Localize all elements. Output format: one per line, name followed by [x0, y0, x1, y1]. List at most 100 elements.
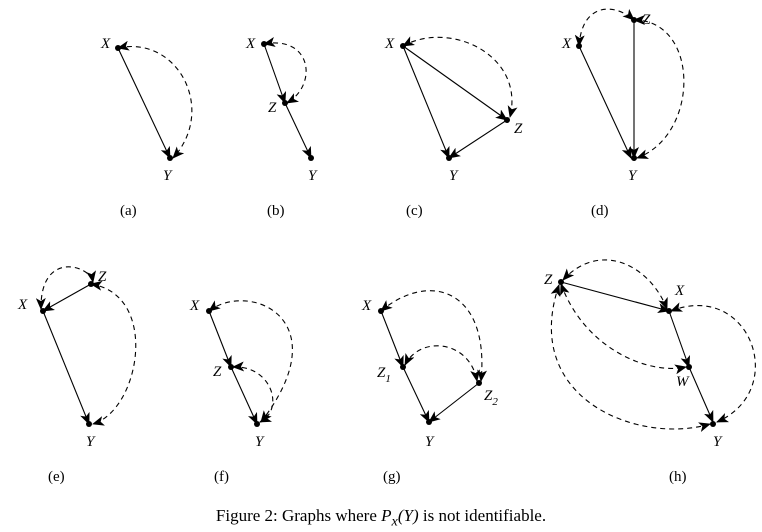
node-y — [167, 155, 173, 161]
panel-e: X Z Y (e) — [17, 266, 137, 485]
panel-label: (b) — [267, 203, 285, 219]
node-label-x: X — [384, 36, 395, 52]
bidirected-z-y — [90, 280, 137, 426]
edge-z-x — [560, 281, 670, 313]
bidirected-x-y — [208, 300, 293, 423]
bidirected-z-y — [550, 284, 711, 432]
edge-x-y — [578, 45, 632, 159]
node-label-z2-subscript: 2 — [492, 396, 498, 408]
node-label-z2: Z2 — [484, 388, 498, 408]
bidirected-x-z — [574, 8, 635, 47]
bidirected-z-y — [633, 15, 685, 159]
panel-d: X Z Y (d) — [561, 8, 685, 219]
node-label-z1-letter: Z — [377, 365, 386, 381]
node-label-y: Y — [449, 168, 459, 184]
node-label-x: X — [17, 297, 28, 313]
panel-label: (d) — [591, 203, 609, 219]
edge-x-z — [263, 43, 287, 104]
caption-math-arg: (Y) — [397, 506, 419, 525]
edge-x-w — [668, 310, 691, 368]
node-x — [261, 41, 267, 47]
node-label-z: Z — [98, 269, 107, 285]
node-z — [631, 17, 637, 23]
node-label-z: Z — [642, 12, 651, 28]
bidirected-z-x — [562, 259, 668, 310]
edge-x-y — [117, 47, 171, 159]
node-label-z1-subscript: 1 — [385, 373, 391, 385]
panel-label: (e) — [48, 469, 65, 485]
figure-caption: Figure 2: Graphs where Px(Y) is not iden… — [0, 506, 762, 530]
edge-z-y — [230, 366, 258, 425]
caption-math-p: P — [381, 506, 392, 525]
caption-math: Px(Y) — [381, 506, 419, 529]
panel-label: (h) — [669, 469, 687, 485]
node-y — [86, 421, 92, 427]
panel-label: (g) — [383, 469, 401, 485]
causal-graphs-figure: X Y (a) X Z Y (b) X Z Y (c) — [17, 8, 756, 485]
bidirected-x-y — [670, 302, 756, 423]
node-label-x: X — [100, 36, 111, 52]
edge-z-x — [42, 283, 92, 312]
panel-label: (a) — [120, 203, 137, 219]
node-label-y: Y — [308, 168, 318, 184]
panel-label: (f) — [214, 469, 229, 485]
node-z — [228, 364, 234, 370]
panel-h: Z X W Y (h) — [544, 259, 756, 485]
edge-w-y — [688, 366, 714, 423]
panel-f: X Z Y (f) — [189, 298, 293, 485]
node-y — [308, 155, 314, 161]
node-label-y: Y — [86, 434, 96, 450]
node-label-z: Z — [544, 272, 553, 288]
node-label-z1: Z1 — [377, 365, 391, 385]
node-label-y: Y — [628, 168, 638, 184]
node-label-y: Y — [425, 434, 435, 450]
bidirected-z-w — [560, 283, 687, 375]
node-label-z2-letter: Z — [484, 388, 493, 404]
node-z2 — [476, 380, 482, 386]
node-x — [40, 308, 46, 314]
panel-label: (c) — [406, 203, 423, 219]
node-x — [115, 45, 121, 51]
node-y — [254, 421, 260, 427]
node-z1 — [400, 364, 406, 370]
bidirected-x-z — [402, 36, 518, 118]
edge-z-y — [284, 102, 312, 159]
edge-x-y — [42, 310, 90, 425]
node-label-x: X — [561, 36, 572, 52]
node-label-z: Z — [268, 100, 277, 116]
node-label-x: X — [189, 298, 200, 314]
edge-z-y — [448, 119, 508, 159]
caption-suffix: is not identifiable. — [422, 506, 547, 525]
panel-g: X Z1 Z2 Y (g) — [361, 290, 498, 485]
node-z — [88, 281, 94, 287]
node-y — [631, 155, 637, 161]
edge-z1-y — [402, 366, 430, 423]
node-x — [206, 308, 212, 314]
node-w — [686, 364, 692, 370]
node-label-x: X — [361, 298, 372, 314]
node-label-z: Z — [213, 364, 222, 380]
bidirected-x-z — [263, 37, 307, 104]
bidirected-z-y — [232, 361, 274, 423]
node-y — [446, 155, 452, 161]
node-label-x: X — [674, 283, 685, 299]
node-label-y: Y — [713, 434, 723, 450]
node-y — [426, 419, 432, 425]
bidirected-x-z2 — [380, 290, 488, 382]
panel-a: X Y (a) — [100, 36, 193, 219]
node-label-x: X — [245, 36, 256, 52]
node-label-z: Z — [514, 121, 523, 137]
edge-z2-y — [428, 382, 480, 423]
edge-x-z — [208, 310, 232, 368]
node-z — [558, 279, 564, 285]
bidirected-x-z — [35, 266, 96, 310]
caption-prefix: Figure 2: Graphs where — [215, 506, 377, 525]
node-x — [378, 308, 384, 314]
node-z — [282, 100, 288, 106]
node-x — [576, 43, 582, 49]
node-y — [710, 421, 716, 427]
node-label-y: Y — [163, 168, 173, 184]
node-x — [666, 308, 672, 314]
bidirected-z1-z2 — [404, 345, 481, 382]
node-z — [504, 117, 510, 123]
